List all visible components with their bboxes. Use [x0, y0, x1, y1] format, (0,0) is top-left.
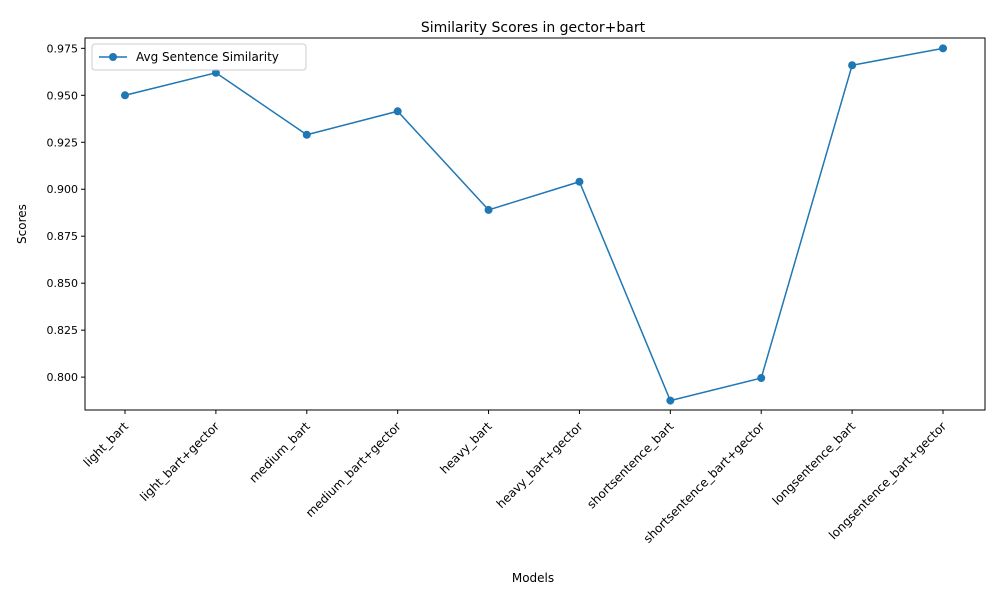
x-tick-label: longsentence_bart — [770, 419, 859, 508]
y-tick-label: 0.850 — [47, 277, 79, 290]
y-tick-label: 0.950 — [47, 89, 79, 102]
x-axis-label: Models — [512, 571, 554, 585]
x-tick-label: heavy_bart — [437, 419, 495, 477]
plot-area-frame — [84, 37, 986, 411]
x-tick-label: shortsentence_bart — [584, 419, 676, 511]
y-axis-label: Scores — [15, 204, 29, 244]
data-point — [939, 44, 947, 53]
y-tick-label: 0.825 — [47, 324, 79, 337]
data-point — [121, 91, 129, 100]
x-axis: light_bart light_bart+gector medium_bartme… — [81, 410, 949, 546]
data-point — [302, 130, 311, 139]
chart-title: Similarity Scores in gector+bart — [421, 20, 646, 36]
y-tick-label: 0.925 — [47, 136, 79, 149]
x-tick-label: light_bart — [81, 419, 132, 470]
data-point — [393, 107, 402, 116]
x-tick-label: light_bart+gector — [137, 419, 222, 504]
data-point — [575, 177, 584, 186]
legend-marker-swatch — [109, 53, 117, 61]
legend-entry-label: Avg Sentence Similarity — [136, 50, 279, 64]
series-line — [124, 47, 944, 402]
y-tick-label: 0.800 — [47, 371, 79, 384]
y-tick-label: 0.900 — [47, 183, 79, 196]
data-point — [211, 68, 220, 77]
data-point — [666, 396, 675, 405]
data-point — [757, 374, 766, 383]
x-tick-label: medium_bart+gector — [303, 419, 404, 520]
legend: Avg Sentence Similarity — [91, 43, 307, 71]
y-axis: 0.800 0.825 0.850 0.875 0.900 0.925 0.950 0.975 — [47, 42, 85, 384]
x-tick-label: medium_bart — [246, 419, 313, 486]
x-tick-label: heavy_bart+gector — [494, 419, 586, 511]
data-point — [484, 205, 493, 214]
y-tick-label: 0.875 — [47, 230, 79, 243]
y-tick-label: 0.975 — [47, 42, 79, 55]
series-layer — [121, 44, 947, 405]
data-point — [848, 61, 857, 70]
legend-box — [91, 43, 307, 71]
